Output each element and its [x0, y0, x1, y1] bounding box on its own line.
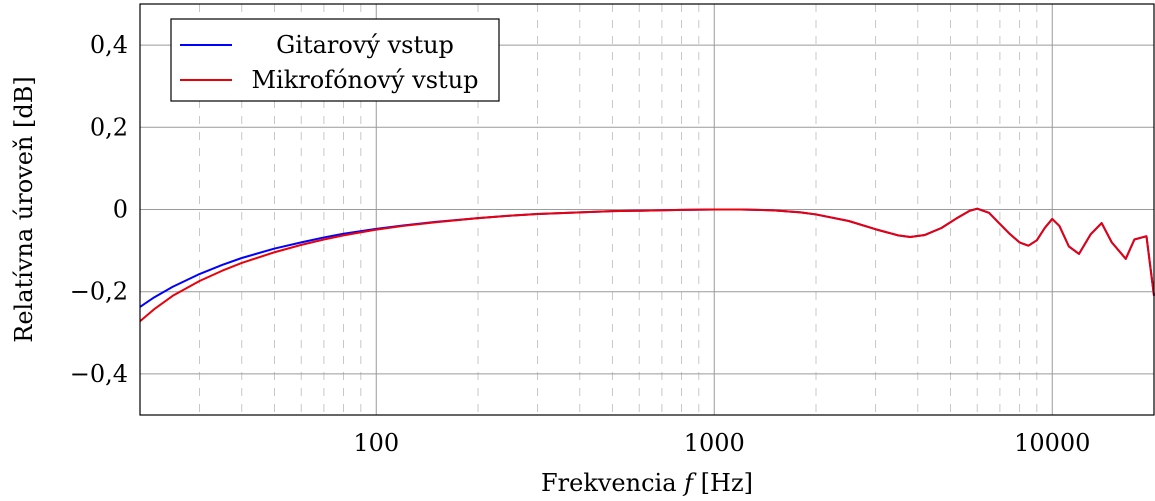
series-layer	[139, 207, 1155, 323]
legend-label-mikrofonovy: Mikrofónový vstup	[251, 66, 478, 94]
y-tick-label: −0,4	[70, 360, 128, 388]
y-tick-label: 0	[113, 196, 128, 224]
y-tick-label: 0,4	[90, 31, 128, 59]
major-grid	[140, 4, 1154, 415]
legend-box	[170, 18, 500, 102]
x-tick-labels: 100 1000 10000	[353, 429, 1090, 457]
legend: Gitarový vstup Mikrofónový vstup	[170, 18, 500, 102]
y-tick-labels: 0,4 0,2 0 −0,2 −0,4	[70, 31, 128, 388]
plot-frame	[139, 3, 1155, 416]
x-tick-label: 1000	[684, 429, 745, 457]
x-tick-label: 100	[353, 429, 399, 457]
y-axis-title: Relatívna úroveň [dB]	[10, 76, 38, 342]
legend-label-gitarovy: Gitarový vstup	[276, 31, 454, 59]
y-tick-label: 0,2	[90, 113, 128, 141]
y-tick-label: −0,2	[70, 278, 128, 306]
series-line-mikrofonovy	[139, 207, 1155, 323]
minor-grid	[199, 4, 1038, 415]
x-axis-title-suffix: [Hz]	[693, 469, 753, 497]
x-axis-title: Frekvencia f [Hz]	[541, 469, 753, 497]
x-axis-title-prefix: Frekvencia	[541, 469, 684, 497]
x-tick-label: 10000	[1014, 429, 1090, 457]
